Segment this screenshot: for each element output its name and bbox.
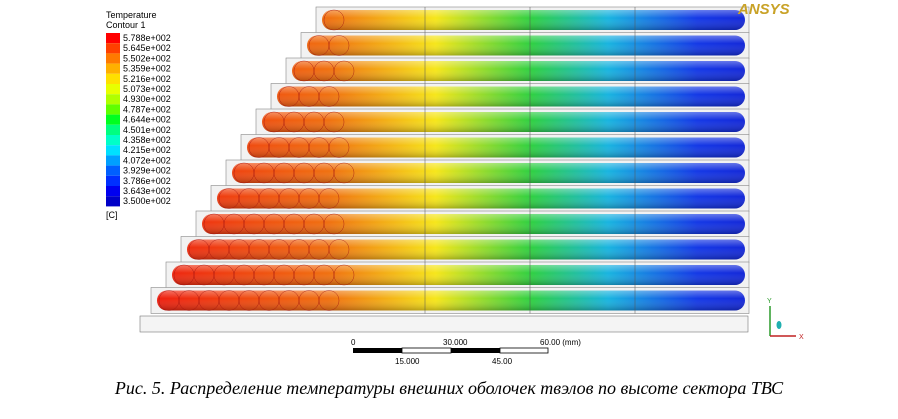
legend-swatch <box>106 84 120 95</box>
legend-unit: [C] <box>106 210 118 220</box>
legend-swatch <box>106 186 120 197</box>
legend-label: 5.788e+002 <box>123 33 171 43</box>
legend-swatch <box>106 124 120 135</box>
axis-triad: Y X <box>767 298 804 341</box>
scale-bar: 0 30.000 60.00 (mm) 15.000 45.00 <box>351 338 581 366</box>
legend-swatch <box>106 43 120 54</box>
legend-swatch <box>106 135 120 146</box>
rod-end <box>328 239 350 260</box>
rod-shade <box>307 35 745 56</box>
scale-segment <box>353 348 402 353</box>
rod-shade <box>277 86 745 107</box>
scale-label: 45.00 <box>492 357 513 366</box>
legend-label: 5.359e+002 <box>123 64 171 74</box>
legend-label: 5.502e+002 <box>123 53 171 63</box>
rod-end <box>333 162 355 184</box>
rod-end <box>318 86 340 107</box>
scale-label: 0 <box>351 338 356 347</box>
rod-shade <box>292 61 745 81</box>
legend-swatch <box>106 155 120 166</box>
scale-segment <box>401 347 452 354</box>
x-axis-label: X <box>799 334 804 341</box>
rod-end <box>323 9 345 31</box>
caption: Рис. 5. Распределение температуры внешни… <box>114 378 784 398</box>
logo: ANSYS <box>737 1 790 18</box>
legend-label: 5.216e+002 <box>123 74 171 84</box>
legend-swatch <box>106 114 120 125</box>
rod-end <box>318 188 340 209</box>
rod-shade <box>202 214 745 234</box>
legend-label: 5.073e+002 <box>123 84 171 94</box>
legend-subtitle: Contour 1 <box>106 20 146 30</box>
scale-label: 15.000 <box>395 357 420 366</box>
legend-swatch <box>106 53 120 64</box>
legend-label: 4.358e+002 <box>123 135 171 145</box>
rod-shade <box>247 137 745 158</box>
z-axis-marker <box>776 321 782 329</box>
rod-end <box>328 137 350 158</box>
base-plate <box>139 315 749 333</box>
rod-end <box>318 290 340 311</box>
rod-shade <box>262 112 745 132</box>
legend-label: 3.786e+002 <box>123 176 171 186</box>
legend-swatch <box>106 63 120 74</box>
legend-label: 3.643e+002 <box>123 186 171 196</box>
rod-shade <box>187 239 745 260</box>
legend-label: 3.929e+002 <box>123 166 171 176</box>
legend-label: 4.930e+002 <box>123 94 171 104</box>
legend-label: 4.072e+002 <box>123 155 171 165</box>
rod-end <box>333 264 355 286</box>
rod-end <box>333 60 355 82</box>
legend-label: 4.644e+002 <box>123 115 171 125</box>
rod-shade <box>157 290 745 311</box>
legend-swatch <box>106 94 120 105</box>
legend-swatch <box>106 196 120 207</box>
scale-segment <box>451 348 500 353</box>
scale-segment <box>499 347 549 354</box>
rod-end <box>323 111 345 133</box>
rod-assembly <box>139 6 750 333</box>
legend-label: 4.787e+002 <box>123 104 171 114</box>
scale-label: 60.00 (mm) <box>540 338 581 347</box>
legend: Temperature Contour 1 [C] 5.788e+0025.64… <box>106 10 171 220</box>
legend-swatch <box>106 145 120 156</box>
legend-title: Temperature <box>106 10 157 20</box>
legend-label: 4.215e+002 <box>123 145 171 155</box>
legend-swatch <box>106 175 120 186</box>
rod-shade <box>232 163 745 183</box>
legend-label: 3.500e+002 <box>123 196 171 206</box>
rod-end <box>328 35 350 56</box>
rod-shade <box>322 10 745 30</box>
legend-swatch <box>106 73 120 84</box>
rod-shade <box>172 265 745 285</box>
rod-end <box>323 213 345 235</box>
scale-label: 30.000 <box>443 338 468 347</box>
rod-shade <box>217 188 745 209</box>
legend-swatch <box>106 165 120 176</box>
legend-swatch <box>106 104 120 115</box>
y-axis-label: Y <box>767 298 772 305</box>
legend-label: 4.501e+002 <box>123 125 171 135</box>
legend-label: 5.645e+002 <box>123 43 171 53</box>
legend-swatch <box>106 33 120 44</box>
